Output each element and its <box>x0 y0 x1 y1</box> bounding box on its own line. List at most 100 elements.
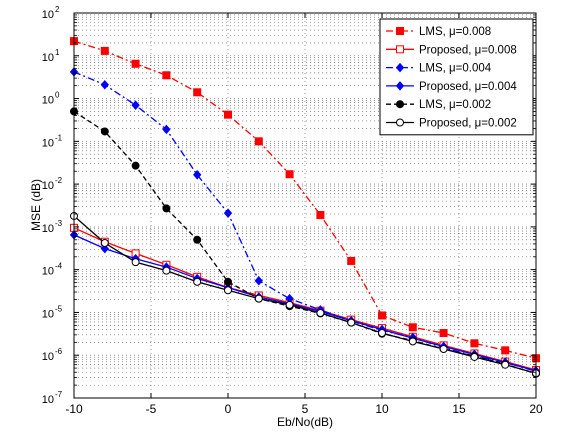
legend-label: LMS, μ=0.004 <box>419 63 492 75</box>
y-tick-label: 10 -4 <box>42 262 63 278</box>
y-tick-label: 10 -3 <box>42 219 63 235</box>
y-tick-exponent: 1 <box>55 48 60 57</box>
data-point-marker <box>162 71 171 80</box>
data-point-marker <box>193 235 202 244</box>
data-point-marker <box>254 137 263 146</box>
legend-entry: Proposed, μ=0.002 <box>386 118 517 130</box>
data-point-marker <box>395 81 405 91</box>
x-tick-label: -5 <box>146 402 157 416</box>
data-point-marker <box>501 346 510 355</box>
data-point-marker <box>501 360 510 369</box>
data-point-marker <box>395 62 405 73</box>
x-tick-label: 5 <box>302 402 309 416</box>
y-tick-label: 10 -2 <box>42 176 63 192</box>
data-point-marker <box>439 344 448 353</box>
data-point-marker <box>378 311 386 320</box>
x-tick-label: 15 <box>452 402 466 416</box>
y-tick-base: 10 <box>42 137 54 149</box>
data-point-marker <box>193 88 202 97</box>
data-point-marker <box>408 323 417 332</box>
data-point-marker <box>100 127 109 136</box>
data-point-marker <box>131 59 140 68</box>
data-point-marker <box>193 170 202 180</box>
data-point-marker <box>285 300 294 309</box>
data-point-marker <box>224 286 232 295</box>
legend-label: Proposed, μ=0.004 <box>419 81 517 93</box>
data-point-marker <box>470 352 479 361</box>
data-point-marker <box>162 124 171 135</box>
data-point-marker <box>100 46 109 55</box>
data-point-marker <box>316 309 325 318</box>
data-point-marker <box>396 100 404 109</box>
y-tick-base: 10 <box>42 223 54 235</box>
legend-entry: LMS, μ=0.004 <box>386 63 492 75</box>
y-tick-exponent: -2 <box>55 176 63 185</box>
data-point-marker <box>131 100 140 110</box>
data-point-marker <box>254 276 263 286</box>
axis-ticks <box>73 12 537 399</box>
data-point-marker <box>162 204 171 213</box>
data-point-marker <box>396 118 404 127</box>
legend-entry: LMS, μ=0.008 <box>386 26 491 38</box>
data-point-marker <box>224 277 232 286</box>
data-point-marker <box>285 170 294 179</box>
data-point-marker <box>100 239 109 248</box>
data-point-marker <box>316 210 325 219</box>
y-tick-exponent: -3 <box>55 219 63 228</box>
y-tick-exponent: -5 <box>55 304 63 313</box>
y-tick-label: 10 2 <box>42 5 60 21</box>
y-tick-base: 10 <box>42 95 54 107</box>
y-tick-base: 10 <box>42 9 54 21</box>
y-tick-exponent: -7 <box>55 390 63 399</box>
y-tick-base: 10 <box>42 180 54 192</box>
data-point-marker <box>100 80 109 90</box>
y-tick-label: 10 -7 <box>42 390 63 406</box>
data-point-marker <box>162 266 171 275</box>
legend-entry: Proposed, μ=0.004 <box>386 81 517 93</box>
x-axis-label: Eb/No(dB) <box>277 415 333 429</box>
data-point-marker <box>408 337 417 346</box>
legend-label: LMS, μ=0.002 <box>419 99 491 111</box>
series-line <box>73 215 537 374</box>
y-tick-exponent: -1 <box>55 133 63 142</box>
legend-label: LMS, μ=0.008 <box>419 26 491 38</box>
y-tick-base: 10 <box>42 52 54 64</box>
data-point-marker <box>193 277 202 286</box>
y-tick-exponent: 2 <box>55 5 60 14</box>
data-point-marker <box>131 161 140 170</box>
legend-label: Proposed, μ=0.008 <box>419 44 517 56</box>
data-point-marker <box>223 208 233 218</box>
y-tick-label: 10 -1 <box>42 133 63 149</box>
data-point-marker <box>131 258 140 267</box>
y-tick-label: 10 0 <box>42 91 60 107</box>
legend-box <box>379 18 534 136</box>
x-tick-label: 10 <box>375 402 389 416</box>
series-line <box>73 227 537 371</box>
data-point-marker <box>347 256 356 265</box>
legend-entry: Proposed, μ=0.008 <box>386 44 517 56</box>
y-tick-exponent: 0 <box>55 91 60 100</box>
y-tick-base: 10 <box>42 308 54 320</box>
y-tick-base: 10 <box>42 266 54 278</box>
data-point-marker <box>396 45 404 54</box>
y-tick-label: 10 -5 <box>42 304 63 320</box>
y-tick-label: 10 1 <box>42 48 60 64</box>
data-point-marker <box>224 110 232 119</box>
data-point-marker <box>347 318 356 327</box>
x-tick-labels: -10 -5 0 5 10 15 20 <box>65 402 543 416</box>
y-tick-label: 10 -6 <box>42 347 63 363</box>
y-axis-label: MSE (dB) <box>29 179 43 231</box>
data-point-marker <box>470 339 479 348</box>
legend: LMS, μ=0.008 Proposed, μ=0.008 LMS, μ=0.00… <box>379 18 534 136</box>
y-tick-base: 10 <box>42 394 54 406</box>
y-tick-exponent: -4 <box>55 262 63 271</box>
data-point-marker <box>439 329 448 338</box>
legend-entry: LMS, μ=0.002 <box>386 99 491 111</box>
x-tick-label: 20 <box>529 402 543 416</box>
legend-label: Proposed, μ=0.002 <box>419 118 517 130</box>
data-point-marker <box>378 329 386 338</box>
data-point-marker <box>396 27 404 35</box>
